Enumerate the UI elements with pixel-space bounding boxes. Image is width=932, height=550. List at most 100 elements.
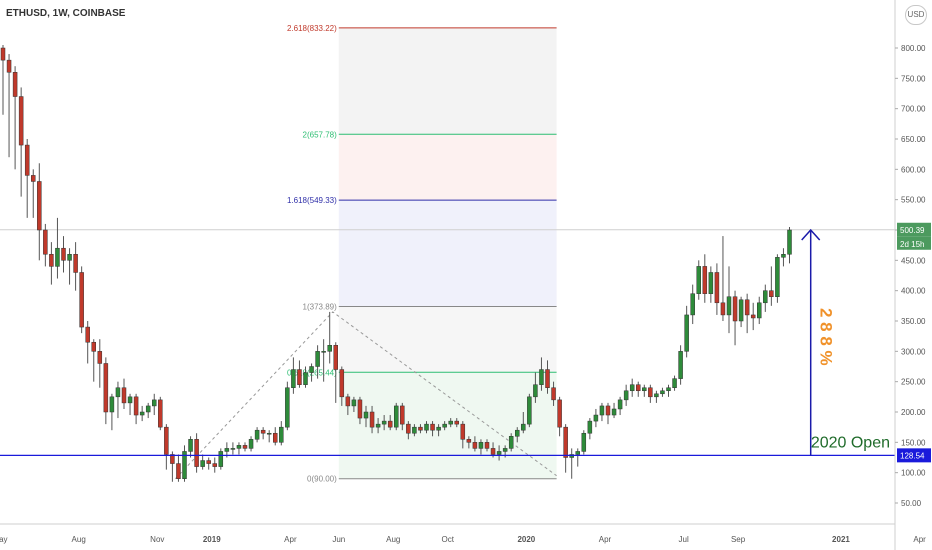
candle-body bbox=[188, 439, 193, 452]
candle bbox=[454, 418, 459, 428]
candle bbox=[394, 402, 399, 431]
candle bbox=[763, 284, 768, 312]
candle-body bbox=[611, 408, 617, 416]
y-tick-label: 150.00 bbox=[901, 438, 926, 447]
candle-body bbox=[557, 399, 562, 428]
candle-body bbox=[478, 442, 484, 449]
candle bbox=[254, 427, 260, 443]
currency-button[interactable]: USD bbox=[905, 5, 927, 25]
y-tick-label: 300.00 bbox=[901, 347, 926, 356]
candle-body bbox=[109, 396, 115, 413]
candle-body bbox=[521, 423, 526, 431]
candle-body bbox=[690, 293, 695, 316]
candle bbox=[672, 375, 677, 391]
candle-body bbox=[484, 442, 490, 449]
candle bbox=[496, 445, 502, 461]
candle bbox=[430, 421, 435, 437]
candle-body bbox=[472, 442, 478, 449]
candle bbox=[666, 384, 671, 397]
candle-body bbox=[412, 426, 417, 434]
candle bbox=[49, 242, 54, 285]
candle bbox=[31, 169, 36, 218]
candle-body bbox=[61, 247, 66, 261]
candle bbox=[575, 448, 580, 467]
candle-body bbox=[103, 363, 109, 413]
candle-body bbox=[230, 448, 236, 450]
candle bbox=[55, 217, 60, 279]
candle bbox=[206, 457, 211, 470]
candle-body bbox=[327, 345, 332, 352]
candle bbox=[551, 381, 556, 406]
y-tick-label: 700.00 bbox=[901, 105, 926, 114]
candle-body bbox=[406, 423, 411, 434]
candle bbox=[158, 396, 163, 431]
candle bbox=[648, 384, 653, 403]
candle bbox=[303, 366, 308, 388]
candle-body bbox=[12, 72, 18, 97]
candle-body bbox=[496, 451, 502, 455]
candle-body bbox=[43, 229, 48, 255]
candle-body bbox=[738, 299, 744, 322]
candle-body bbox=[182, 451, 187, 479]
candle-body bbox=[684, 314, 689, 352]
candle bbox=[315, 345, 320, 379]
candle bbox=[539, 357, 544, 391]
candle-body bbox=[696, 266, 701, 294]
candle bbox=[460, 421, 466, 449]
candle bbox=[345, 393, 351, 416]
candle-body bbox=[623, 390, 629, 401]
candle-body bbox=[605, 405, 611, 416]
candle-body bbox=[285, 387, 290, 428]
candle bbox=[623, 384, 629, 406]
candle bbox=[242, 442, 248, 452]
candle-body bbox=[145, 405, 151, 413]
candle-body bbox=[527, 396, 532, 425]
candle bbox=[230, 442, 236, 455]
x-tick-label: 2019 bbox=[203, 535, 221, 544]
y-tick-label: 800.00 bbox=[901, 44, 926, 53]
candle bbox=[732, 290, 738, 346]
candle-body bbox=[629, 384, 635, 392]
candle-body bbox=[599, 405, 605, 416]
candle-body bbox=[212, 463, 217, 467]
candle-body bbox=[309, 366, 314, 373]
candle bbox=[200, 454, 205, 470]
candle bbox=[139, 405, 145, 422]
candle bbox=[6, 54, 12, 158]
y-tick-label: 50.00 bbox=[901, 499, 922, 508]
candle bbox=[357, 396, 363, 425]
candle-body bbox=[164, 426, 169, 455]
x-tick-label: 2020 bbox=[517, 535, 535, 544]
candle-body bbox=[545, 369, 550, 388]
candle bbox=[297, 360, 302, 388]
candle-body bbox=[115, 387, 121, 398]
candle bbox=[381, 415, 387, 431]
candle bbox=[236, 442, 242, 455]
candle-body bbox=[744, 299, 750, 316]
candle bbox=[696, 260, 701, 300]
candle-body bbox=[67, 254, 72, 261]
candle bbox=[690, 284, 695, 325]
x-tick-label: May bbox=[0, 535, 8, 544]
candle bbox=[744, 293, 750, 334]
candle bbox=[387, 415, 393, 431]
candle-body bbox=[351, 399, 357, 407]
fib-level-label: 1(373.89) bbox=[303, 303, 338, 312]
candle-body bbox=[24, 144, 30, 176]
y-tick-label: 100.00 bbox=[901, 469, 926, 478]
candle bbox=[412, 424, 417, 437]
candle-body bbox=[321, 351, 326, 353]
candle bbox=[73, 242, 78, 291]
candle-body bbox=[152, 399, 157, 407]
candle bbox=[508, 433, 514, 452]
candle-body bbox=[55, 247, 60, 267]
candle-body bbox=[224, 448, 230, 452]
candle-body bbox=[200, 460, 205, 467]
candle-body bbox=[266, 432, 272, 435]
candle bbox=[545, 360, 550, 394]
candle bbox=[757, 296, 762, 325]
candle bbox=[121, 378, 127, 409]
candle-body bbox=[248, 439, 254, 449]
candle bbox=[375, 418, 381, 434]
